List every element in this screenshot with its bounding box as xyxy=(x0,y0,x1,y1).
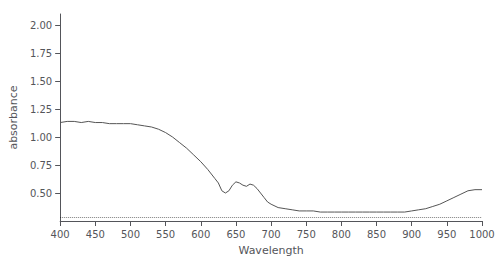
svg-text:500: 500 xyxy=(121,229,140,240)
svg-text:Wavelength: Wavelength xyxy=(238,244,303,257)
svg-text:650: 650 xyxy=(226,229,245,240)
svg-text:2.00: 2.00 xyxy=(30,20,52,31)
svg-text:1.25: 1.25 xyxy=(30,104,52,115)
svg-text:1000: 1000 xyxy=(469,229,494,240)
svg-text:750: 750 xyxy=(297,229,316,240)
svg-text:700: 700 xyxy=(262,229,281,240)
svg-text:850: 850 xyxy=(367,229,386,240)
svg-text:600: 600 xyxy=(191,229,210,240)
svg-text:400: 400 xyxy=(51,229,70,240)
svg-text:800: 800 xyxy=(332,229,351,240)
svg-text:950: 950 xyxy=(437,229,456,240)
svg-text:absorbance: absorbance xyxy=(7,85,20,149)
svg-text:1.00: 1.00 xyxy=(30,132,52,143)
svg-text:0.50: 0.50 xyxy=(30,188,52,199)
svg-text:1.50: 1.50 xyxy=(30,76,52,87)
svg-text:900: 900 xyxy=(402,229,421,240)
svg-text:0.75: 0.75 xyxy=(30,160,52,171)
svg-text:1.75: 1.75 xyxy=(30,48,52,59)
svg-text:450: 450 xyxy=(86,229,105,240)
svg-text:550: 550 xyxy=(156,229,175,240)
